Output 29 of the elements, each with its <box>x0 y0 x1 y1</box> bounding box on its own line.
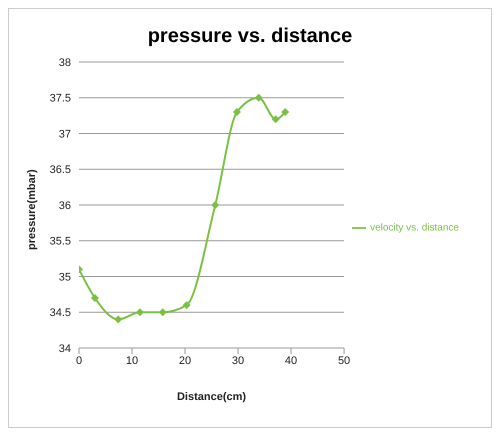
y-tick-label: 37.5 <box>50 92 71 105</box>
point <box>232 108 241 116</box>
y-tick-label: 35.5 <box>50 236 71 248</box>
point <box>136 308 144 316</box>
y-tick-label: 35 <box>58 271 71 284</box>
point <box>90 294 99 302</box>
point <box>182 301 191 310</box>
point <box>158 308 167 316</box>
point <box>281 108 290 116</box>
y-tick-label: 34 <box>58 342 71 355</box>
x-axis-title: Distance(cm) <box>176 390 246 403</box>
y-tick-label: 38 <box>58 56 71 69</box>
chart-title: pressure vs. distance <box>146 25 354 48</box>
x-tick-label: 20 <box>178 354 192 367</box>
x-tick-label: 10 <box>126 354 138 367</box>
y-tick-label: 34.5 <box>50 307 71 320</box>
point <box>272 115 280 124</box>
legend-label: velocity vs. distance <box>370 222 459 234</box>
point <box>114 315 122 324</box>
x-tick-label: 30 <box>232 354 244 367</box>
y-axis-title: pressure(mbar) <box>26 168 38 250</box>
y-tick-label: 36.5 <box>50 164 71 176</box>
point <box>211 201 220 209</box>
x-tick-label: 50 <box>338 354 350 367</box>
y-tick-label: 36 <box>58 200 71 212</box>
y-tick-label: 37 <box>58 128 71 140</box>
x-tick-label: 40 <box>284 354 298 367</box>
x-tick-label: 0 <box>76 354 82 367</box>
point <box>254 94 263 102</box>
